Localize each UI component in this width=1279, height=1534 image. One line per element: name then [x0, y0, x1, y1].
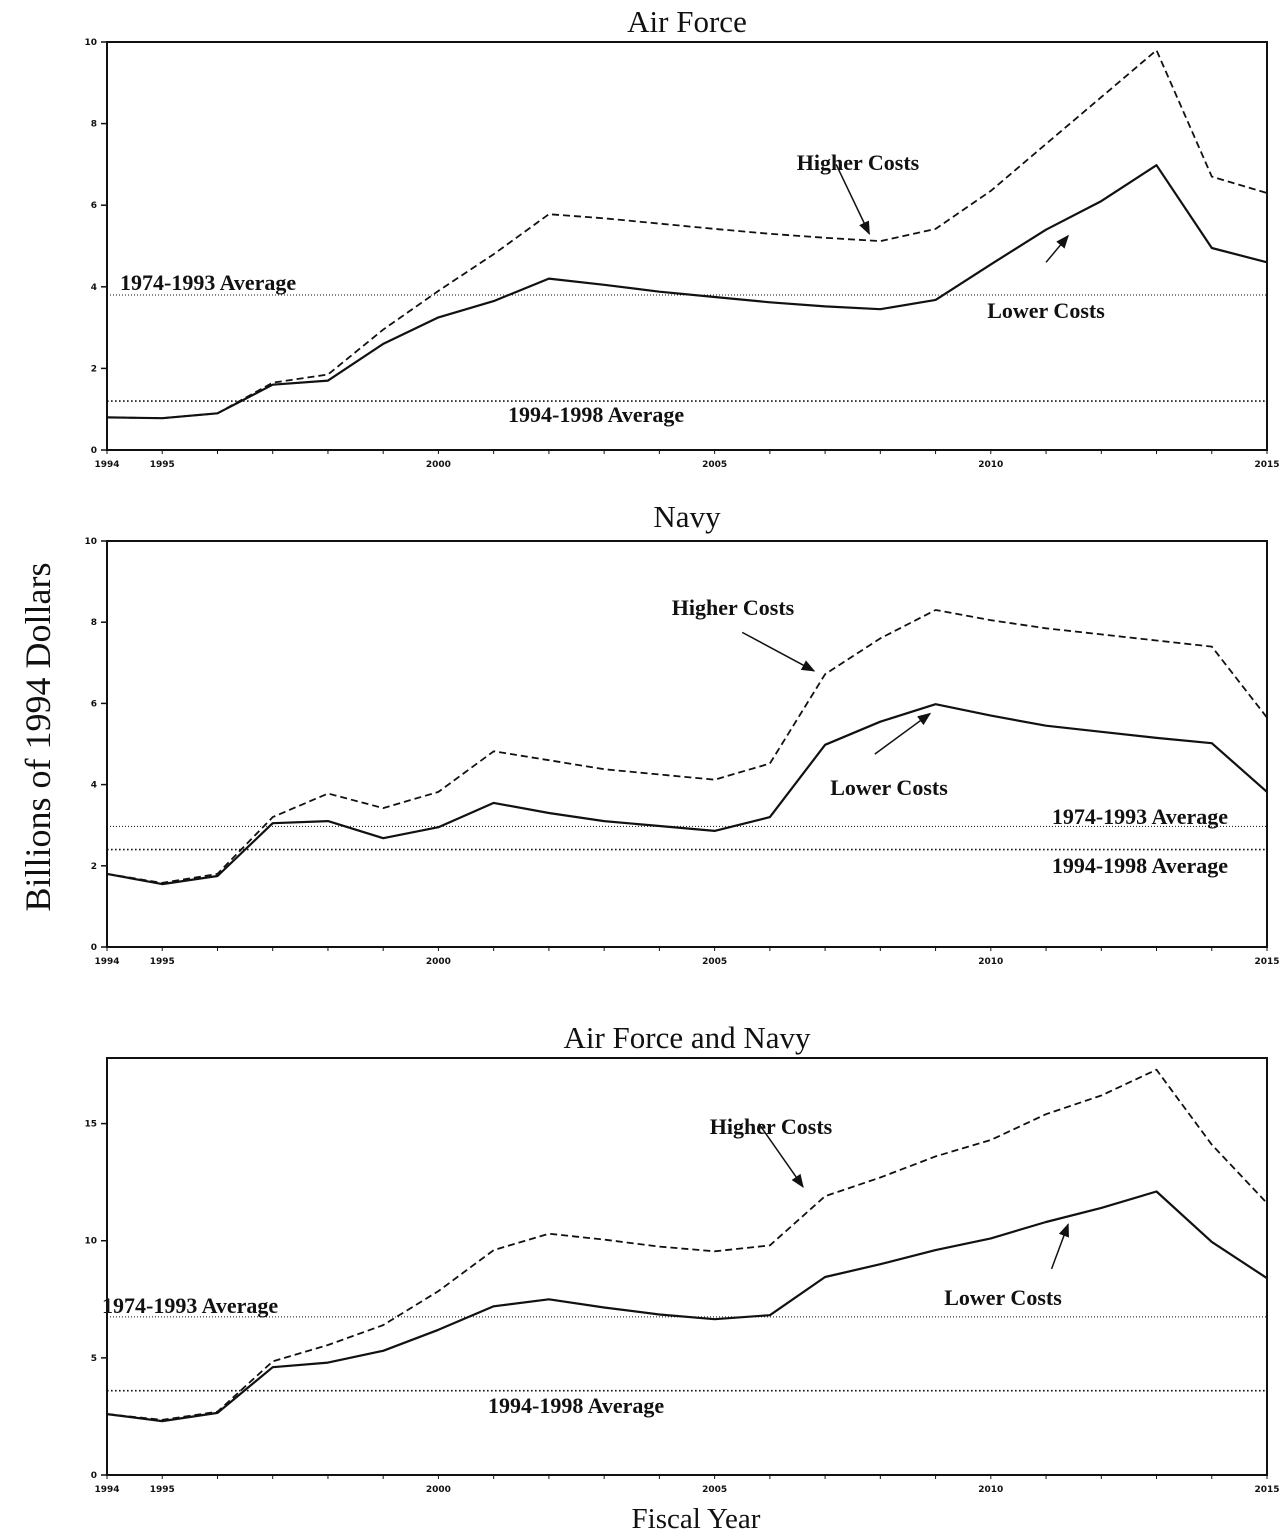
reference-line-label: 1994-1998 Average — [1052, 853, 1228, 878]
series-annotation-label: Lower Costs — [987, 298, 1105, 323]
annotation-arrow — [758, 1123, 804, 1188]
y-tick-label: 8 — [91, 120, 97, 130]
reference-line-label: 1974-1993 Average — [120, 270, 296, 295]
series-annotation-label: Lower Costs — [944, 1285, 1062, 1310]
reference-line-label: 1974-1993 Average — [102, 1293, 278, 1318]
series-higher-costs-line — [106, 49, 1268, 420]
series-lower-costs-line — [106, 1190, 1268, 1423]
x-tick-label: 2015 — [1254, 460, 1279, 470]
chart-panel: Air Force 0 2 4 6 8 10 1994 1995 2000 2005 2010 2015… — [84, 4, 1279, 470]
chart-title: Navy — [653, 499, 721, 534]
x-tick-label: 1995 — [150, 957, 175, 967]
x-tick-label: 2010 — [978, 460, 1003, 470]
y-tick-label: 0 — [91, 446, 97, 456]
x-tick-label: 2010 — [978, 1485, 1003, 1495]
series-annotation-label: Lower Costs — [830, 775, 948, 800]
y-tick-label: 8 — [91, 618, 97, 628]
series-lower-costs-line — [106, 164, 1268, 420]
y-tick-label: 10 — [84, 38, 97, 48]
reference-line-label: 1974-1993 Average — [1052, 804, 1228, 829]
series-annotation-label: Higher Costs — [797, 150, 920, 175]
x-tick-label: 1995 — [150, 460, 175, 470]
y-tick-label: 10 — [84, 537, 97, 547]
x-tick-label: 1994 — [94, 1485, 119, 1495]
x-tick-label: 2000 — [426, 957, 451, 967]
x-tick-label: 2015 — [1254, 957, 1279, 967]
reference-line-label: 1994-1998 Average — [488, 1393, 664, 1418]
y-tick-label: 6 — [91, 201, 97, 211]
chart-panel: Navy 0 2 4 6 8 10 1994 1995 2000 2005 2010 2015 1974-… — [84, 499, 1279, 967]
series-higher-costs-line — [106, 1068, 1268, 1421]
annotation-arrow — [1050, 1223, 1069, 1270]
chart-title: Air Force — [627, 4, 747, 39]
y-tick-label: 10 — [84, 1237, 97, 1247]
y-tick-label: 4 — [91, 781, 97, 791]
x-tick-label: 2005 — [702, 957, 727, 967]
y-tick-label: 15 — [84, 1120, 97, 1130]
chart-title: Air Force and Navy — [563, 1020, 811, 1055]
x-tick-label: 1994 — [94, 957, 119, 967]
y-axis-label: Billions of 1994 Dollars — [18, 563, 58, 912]
y-tick-label: 0 — [91, 943, 97, 953]
reference-line-label: 1994-1998 Average — [508, 402, 684, 427]
annotation-arrow — [874, 712, 932, 755]
x-tick-label: 2010 — [978, 957, 1003, 967]
chart-panel: Air Force and Navy 0 5 10 15 1994 1995 2000 2005… — [84, 1020, 1279, 1495]
annotation-arrow — [835, 164, 870, 235]
x-axis-label: Fiscal Year — [632, 1503, 761, 1534]
y-tick-label: 5 — [91, 1354, 97, 1364]
series-lower-costs-line — [106, 703, 1268, 886]
y-tick-label: 2 — [91, 862, 97, 872]
series-annotation-label: Higher Costs — [710, 1114, 833, 1139]
series-higher-costs-line — [106, 609, 1268, 884]
y-tick-label: 0 — [91, 1471, 97, 1481]
y-tick-label: 2 — [91, 364, 97, 374]
y-tick-label: 6 — [91, 699, 97, 709]
plot-frame — [106, 41, 1268, 451]
x-tick-label: 2000 — [426, 1485, 451, 1495]
y-tick-label: 4 — [91, 283, 97, 293]
x-tick-label: 1995 — [150, 1485, 175, 1495]
plot-frame — [106, 1057, 1268, 1476]
x-tick-label: 2005 — [702, 1485, 727, 1495]
plot-frame — [106, 540, 1268, 948]
x-tick-label: 1994 — [94, 460, 119, 470]
series-annotation-label: Higher Costs — [672, 595, 795, 620]
annotation-arrow — [1045, 234, 1070, 263]
x-tick-label: 2005 — [702, 460, 727, 470]
x-tick-label: 2000 — [426, 460, 451, 470]
annotation-arrow — [741, 631, 816, 672]
x-tick-label: 2015 — [1254, 1485, 1279, 1495]
